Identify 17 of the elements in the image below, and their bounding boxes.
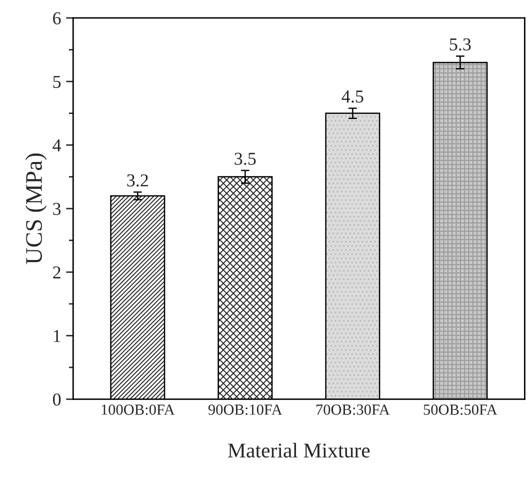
data-label: 4.5: [342, 90, 364, 103]
y-tick-label: 1: [54, 330, 60, 342]
data-label: 3.5: [234, 152, 256, 165]
data-label: 5.3: [450, 38, 471, 51]
y-tick-label: 4: [52, 139, 62, 152]
y-tick-label: 3: [53, 202, 61, 216]
y-axis-title: UCS (MPa): [25, 154, 47, 264]
y-tick-label: 2: [53, 266, 60, 278]
x-tick-label: 50OB:50FA: [424, 404, 498, 415]
y-tick-label: 0: [52, 393, 61, 406]
data-label: 3.2: [127, 174, 148, 187]
x-axis-title: Material Mixture: [228, 442, 370, 458]
x-tick-label: 90OB:10FA: [208, 404, 282, 415]
y-tick-label: 5: [53, 76, 61, 88]
y-tick-label: 6: [53, 12, 61, 24]
x-tick-label: 100OB:0FA: [102, 404, 175, 415]
x-tick-label: 70OB:30FA: [316, 404, 390, 415]
